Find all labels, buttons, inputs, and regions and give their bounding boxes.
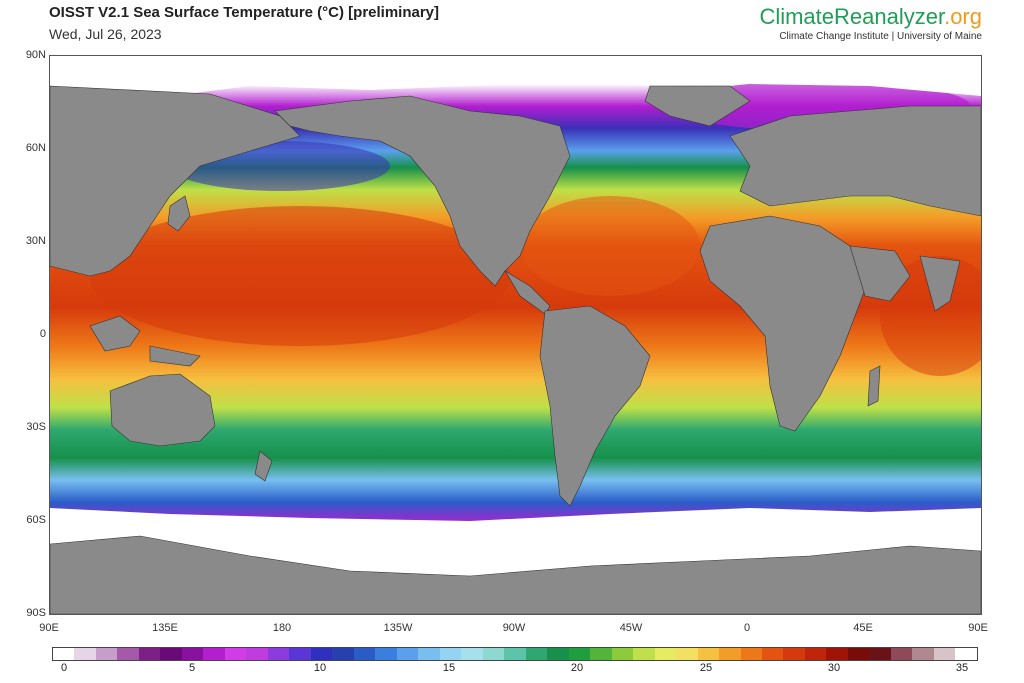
colorbar-segment-19 [461, 648, 483, 660]
colorbar-tick-10: 10 [313, 662, 327, 674]
colorbar-segment-2 [95, 648, 118, 660]
colorbar-segment-18 [439, 648, 462, 660]
lon-label-90e-right: 90E [968, 622, 988, 634]
colorbar-tick-35: 35 [955, 662, 969, 674]
colorbar-segment-29 [676, 648, 698, 660]
colorbar-segment-9 [246, 648, 268, 660]
arctic-sea-ice [50, 56, 981, 96]
brand-subtitle: Climate Change Institute | University of… [779, 31, 982, 42]
lon-label-45w: 45W [619, 622, 643, 634]
landmass-madagascar [867, 365, 881, 407]
atlantic-warm-pool [520, 196, 700, 296]
colorbar-segment-7 [203, 648, 225, 660]
colorbar-segment-3 [117, 648, 139, 660]
colorbar-segment-27 [633, 648, 655, 660]
colorbar-tick-20: 20 [570, 662, 584, 674]
colorbar-segment-10 [267, 648, 290, 660]
colorbar-segment-41 [933, 648, 956, 660]
colorbar-tick-0: 0 [60, 662, 68, 674]
colorbar-segment-31 [719, 648, 741, 660]
landmass-arabia [849, 245, 911, 302]
landmass-africa [699, 215, 871, 432]
map-date: Wed, Jul 26, 2023 [49, 26, 162, 42]
colorbar-segment-22 [525, 648, 548, 660]
landmass-india [919, 255, 961, 312]
colorbar-segment-40 [912, 648, 934, 660]
temperature-colorbar [52, 647, 978, 661]
landmass-central-america [504, 270, 551, 315]
lon-label-135w: 135W [383, 622, 413, 634]
lat-label-30n: 30N [25, 235, 46, 247]
colorbar-segment-0 [53, 648, 75, 660]
lat-label-90n: 90N [25, 49, 46, 61]
landmass-new-guinea [149, 345, 201, 367]
landmass-greenland [644, 85, 751, 127]
colorbar-segment-39 [890, 648, 913, 660]
lon-label-0: 0 [743, 622, 751, 634]
colorbar-segment-42 [955, 648, 977, 660]
colorbar-segment-33 [761, 648, 784, 660]
pacific-warm-pool [90, 206, 510, 346]
colorbar-segment-23 [547, 648, 569, 660]
colorbar-tick-15: 15 [442, 662, 456, 674]
landmass-australia [109, 373, 216, 447]
landmass-japan [167, 195, 191, 232]
lon-label-90e: 90E [39, 622, 59, 634]
indian-warm-pool [880, 256, 981, 376]
landmass-south-america [539, 305, 651, 507]
lat-label-60n: 60N [25, 142, 46, 154]
sst-map-svg [50, 56, 981, 614]
colorbar-segment-13 [332, 648, 354, 660]
brand-tld: .org [944, 4, 982, 29]
landmass-antarctica [50, 535, 981, 614]
landmass-eurasia-east [729, 105, 981, 217]
colorbar-segment-25 [590, 648, 612, 660]
colorbar-segment-16 [396, 648, 419, 660]
colorbar-segment-12 [310, 648, 333, 660]
colorbar-segment-21 [504, 648, 526, 660]
colorbar-tick-30: 30 [827, 662, 841, 674]
lat-label-90s: 90S [26, 607, 46, 619]
colorbar-segment-24 [568, 648, 591, 660]
colorbar-segment-34 [783, 648, 805, 660]
colorbar-segment-4 [138, 648, 161, 660]
brand-main: ClimateReanalyzer [759, 4, 945, 29]
landmass-new-zealand [254, 450, 273, 482]
lat-label-30s: 30S [26, 421, 46, 433]
colorbar-tick-5: 5 [188, 662, 196, 674]
colorbar-segment-5 [160, 648, 182, 660]
colorbar-segment-1 [74, 648, 96, 660]
colorbar-segment-26 [611, 648, 634, 660]
lon-label-180: 180 [272, 622, 292, 634]
colorbar-segment-37 [847, 648, 870, 660]
land-masses [50, 85, 981, 614]
colorbar-segment-36 [826, 648, 848, 660]
colorbar-segment-17 [418, 648, 440, 660]
brand-logo[interactable]: ClimateReanalyzer.org [759, 4, 982, 30]
lon-label-90w: 90W [502, 622, 526, 634]
colorbar-segment-28 [654, 648, 677, 660]
colorbar-segment-14 [353, 648, 376, 660]
lat-label-0: 0 [39, 328, 46, 340]
map-title: OISST V2.1 Sea Surface Temperature (°C) … [49, 4, 440, 21]
colorbar-tick-25: 25 [699, 662, 713, 674]
colorbar-segment-8 [224, 648, 247, 660]
landmass-borneo [89, 315, 141, 352]
colorbar-segment-11 [289, 648, 311, 660]
colorbar-segment-35 [804, 648, 827, 660]
colorbar-segment-20 [482, 648, 505, 660]
colorbar-segment-15 [375, 648, 397, 660]
lon-label-135e: 135E [152, 622, 178, 634]
colorbar-segment-38 [869, 648, 891, 660]
lat-label-60s: 60S [26, 514, 46, 526]
colorbar-segment-32 [740, 648, 762, 660]
colorbar-segment-30 [697, 648, 720, 660]
landmass-north-america [274, 95, 571, 287]
lon-label-45e: 45E [853, 622, 873, 634]
colorbar-segment-6 [181, 648, 204, 660]
sst-map [49, 55, 982, 615]
